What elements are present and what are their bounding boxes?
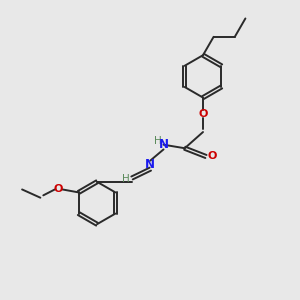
Text: N: N bbox=[158, 138, 169, 151]
Text: N: N bbox=[145, 158, 155, 171]
Text: O: O bbox=[208, 152, 217, 161]
Text: H: H bbox=[122, 174, 129, 184]
Text: H: H bbox=[154, 136, 162, 146]
Text: O: O bbox=[198, 109, 208, 119]
Text: O: O bbox=[54, 184, 63, 194]
